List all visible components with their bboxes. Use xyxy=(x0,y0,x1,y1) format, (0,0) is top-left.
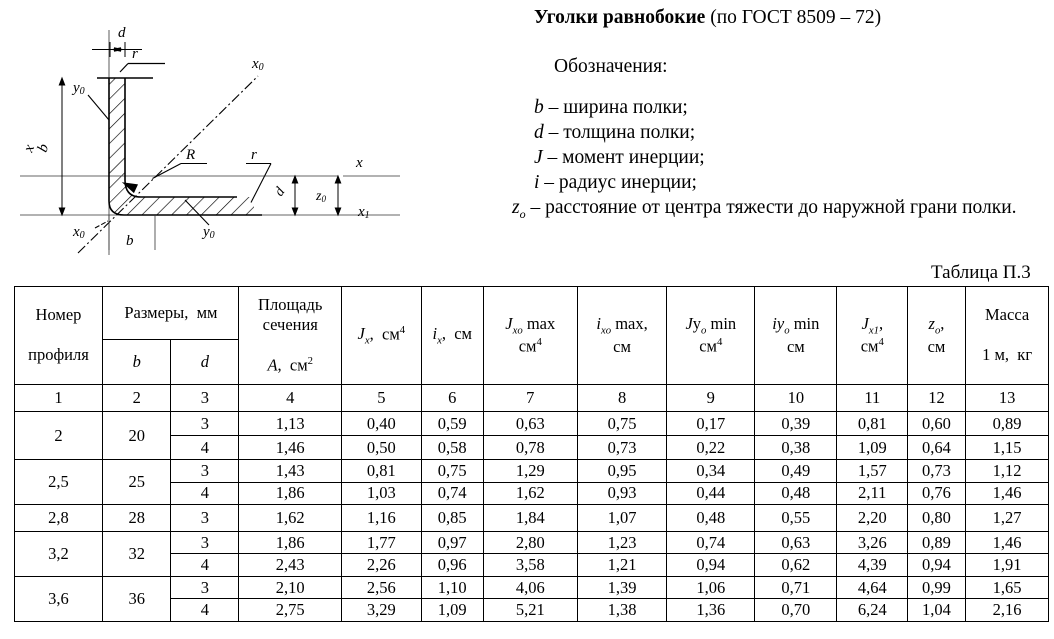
svg-text:x0: x0 xyxy=(251,56,264,73)
svg-text:d: d xyxy=(272,184,289,199)
svg-text:y0: y0 xyxy=(201,224,215,241)
svg-text:r: r xyxy=(132,46,138,62)
svg-text:d: d xyxy=(118,25,126,41)
svg-text:r: r xyxy=(251,147,257,163)
svg-text:y0: y0 xyxy=(71,80,85,97)
svg-text:b: b xyxy=(126,233,134,249)
svg-text:x1: x1 xyxy=(357,204,370,221)
svg-text:x: x xyxy=(355,155,363,171)
svg-text:b: b xyxy=(35,141,53,154)
svg-text:R: R xyxy=(185,147,195,163)
svg-text:x0: x0 xyxy=(72,224,85,241)
svg-text:z0: z0 xyxy=(315,189,326,204)
